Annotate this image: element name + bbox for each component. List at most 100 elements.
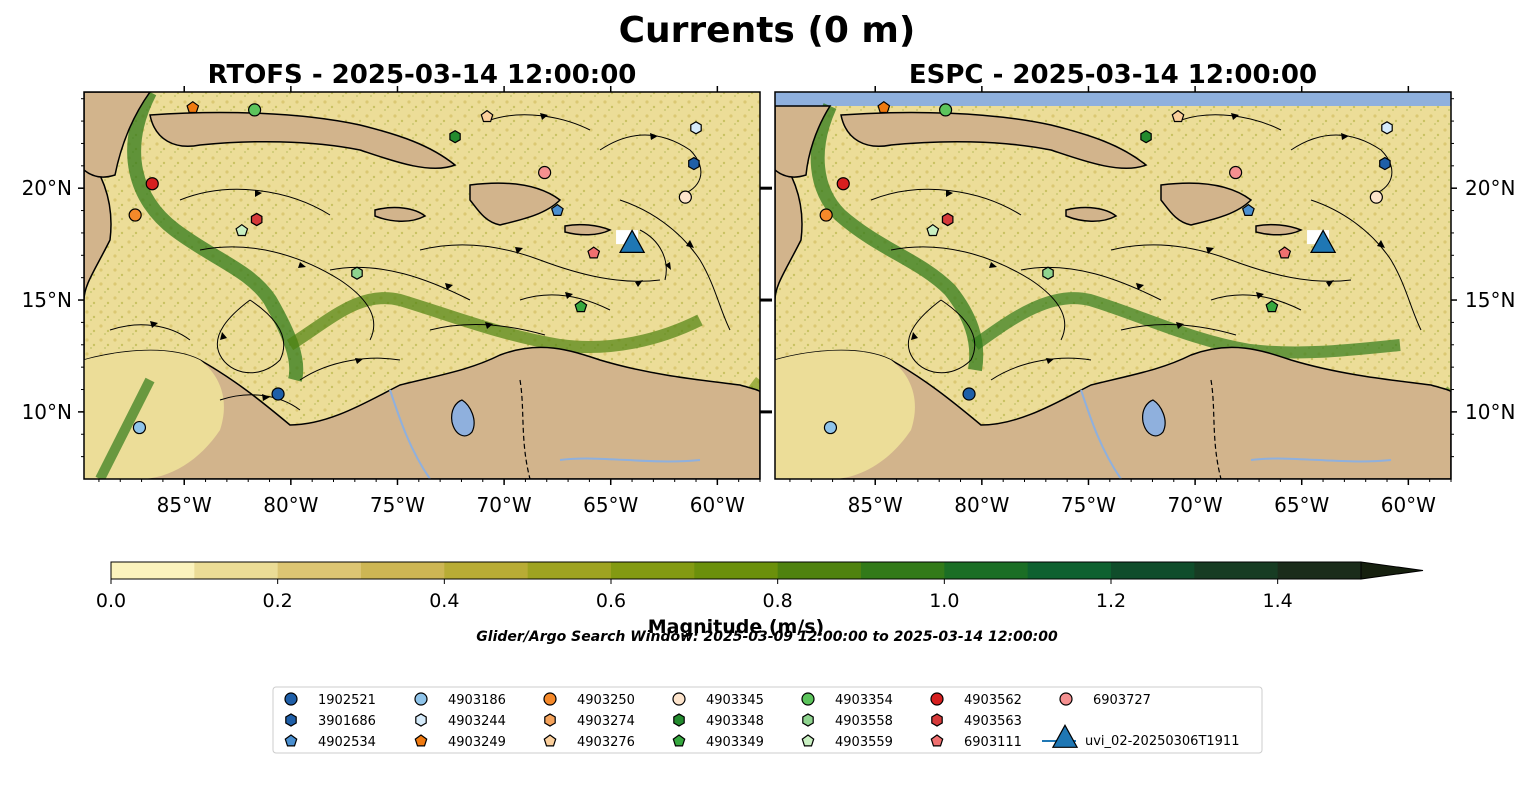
colorbar-bin — [1194, 562, 1279, 579]
river-2 — [559, 457, 701, 463]
argo-float-marker — [550, 203, 564, 216]
legend-label: 1902521 — [318, 693, 376, 708]
argo-float-marker — [480, 109, 494, 123]
legend-marker-icon — [931, 713, 943, 727]
river — [389, 389, 431, 479]
espc-map-panel — [775, 92, 1451, 479]
lake-maracaibo — [1142, 399, 1166, 437]
platform-markers — [128, 100, 1393, 435]
argo-float-marker — [449, 130, 461, 144]
legend-label: 4903349 — [706, 735, 764, 750]
x-tick-label: 80°W — [954, 493, 1009, 517]
argo-float-marker — [587, 246, 601, 259]
legend-marker-icon — [802, 713, 814, 727]
argo-float-marker — [836, 177, 850, 191]
lake-maracaibo — [451, 399, 475, 437]
x-tick-label: 60°W — [690, 493, 745, 517]
argo-float-marker — [235, 223, 249, 237]
central-america-land — [775, 148, 1451, 479]
x-tick-label: 85°W — [157, 493, 212, 517]
colorbar-bin — [861, 562, 945, 579]
legend-entry: 4903349 — [672, 734, 764, 750]
legend: 1902521 3901686 4902534 4903186 4903244 49032… — [284, 692, 1239, 750]
stream-arrows — [911, 113, 1385, 364]
colorbar-label: Magnitude (m/s) — [648, 616, 825, 638]
legend-entry: 4903249 — [414, 734, 506, 750]
central-america-land — [84, 148, 760, 479]
colorbar-tick-label: 0.8 — [763, 590, 793, 612]
x-tick-label: 80°W — [263, 493, 318, 517]
argo-float-marker — [926, 223, 940, 237]
argo-float-marker — [1241, 203, 1255, 216]
legend-entry: 3901686 — [285, 713, 376, 729]
argo-float-marker — [1140, 130, 1152, 144]
x-tick-label: 75°W — [370, 493, 425, 517]
legend-label: 4903276 — [577, 735, 635, 750]
colorbar-extend-arrow — [1360, 561, 1424, 580]
colorbar-tick-label: 1.0 — [929, 590, 959, 612]
legend-label: 4903250 — [577, 693, 635, 708]
legend-marker-icon — [930, 734, 944, 747]
argo-float-marker — [1379, 156, 1391, 171]
y-tick-label: 15°N — [1465, 288, 1515, 312]
colorbar-tick-label: 0.4 — [429, 590, 459, 612]
legend-label: 4903345 — [706, 693, 764, 708]
colorbar-bin — [777, 562, 862, 579]
legend-entry: 4903563 — [931, 713, 1022, 729]
legend-marker-icon — [672, 734, 686, 747]
legend-marker-icon — [544, 713, 556, 727]
rtofs-map-title: RTOFS - 2025-03-14 12:00:00 — [208, 60, 637, 90]
legend-entry: uvi_02-20250306T1911 — [1042, 724, 1239, 749]
legend-entry: 4903274 — [544, 713, 635, 729]
x-tick-label: 65°W — [583, 493, 638, 517]
glider-marker — [618, 229, 646, 253]
legend-entry: 1902521 — [284, 692, 376, 708]
legend-entry: 4903558 — [802, 713, 893, 729]
legend-marker-icon — [1059, 692, 1073, 706]
legend-label: 6903727 — [1093, 693, 1151, 708]
no-data-band — [775, 92, 1451, 106]
legend-marker-icon — [285, 713, 297, 727]
argo-float-marker — [250, 212, 263, 227]
colorbar-tick-label: 0.6 — [596, 590, 626, 612]
jamaica-land — [374, 206, 427, 222]
legend-entry: 4902534 — [284, 734, 376, 750]
legend-entry: 4903559 — [801, 734, 893, 750]
colorbar-outline — [110, 561, 1362, 580]
colorbar-bin — [1027, 562, 1112, 579]
colorbar-tick-label: 1.4 — [1263, 590, 1293, 612]
legend-marker-icon — [801, 734, 815, 747]
legend-entry: 6903727 — [1059, 692, 1151, 708]
rtofs-map-panel — [84, 92, 760, 479]
y-tick-label: 10°N — [22, 400, 72, 424]
cuba-land — [149, 111, 457, 169]
glider-marker — [1309, 229, 1337, 253]
legend-marker-icon — [414, 692, 428, 706]
legend-label: 4902534 — [318, 735, 376, 750]
legend-label: 4903249 — [448, 735, 506, 750]
pacific-current — [95, 377, 155, 479]
legend-marker-icon — [672, 692, 686, 706]
legend-label: 3901686 — [318, 714, 376, 729]
argo-float-marker — [823, 420, 838, 435]
legend-marker-icon — [284, 734, 298, 747]
colorbar-bin — [444, 562, 529, 579]
argo-float-marker — [1042, 266, 1054, 280]
legend-glider-icon — [1051, 724, 1079, 748]
legend-label: 4903559 — [835, 735, 893, 750]
legend-entry: 4903276 — [543, 734, 635, 750]
legend-entry: 4903345 — [672, 692, 764, 708]
legend-label: 4903558 — [835, 714, 893, 729]
current-band-yucatan — [810, 103, 984, 372]
pacific-water — [775, 350, 915, 479]
legend-marker-icon — [284, 692, 298, 706]
argo-float-marker — [128, 208, 142, 222]
cuba-land — [840, 111, 1148, 169]
argo-float-marker — [941, 212, 954, 227]
figure-title: Currents (0 m) — [619, 10, 916, 51]
legend-label: 6903111 — [964, 735, 1022, 750]
colorbar-tick-label: 0.0 — [96, 590, 126, 612]
hispaniola-land — [1160, 182, 1253, 226]
argo-float-marker — [186, 100, 200, 114]
x-tick-label: 65°W — [1274, 493, 1329, 517]
